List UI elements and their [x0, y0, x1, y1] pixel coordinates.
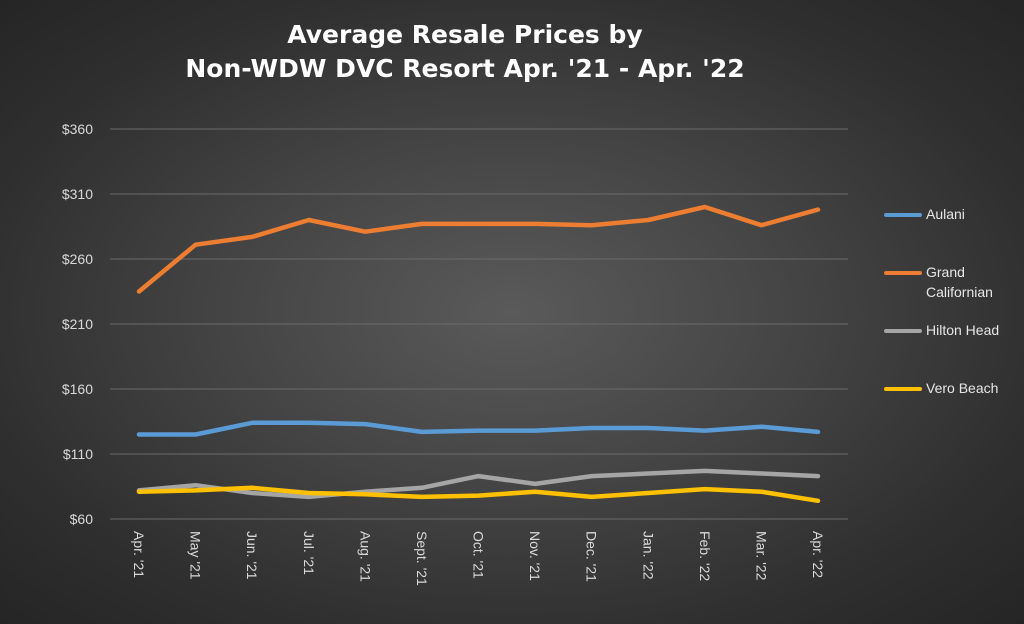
y-tick-label: $260 [62, 251, 93, 267]
legend-label: Aulani [926, 206, 965, 222]
x-tick-label: May '21 [188, 531, 204, 580]
x-tick-label: Jun. '21 [244, 531, 260, 580]
x-tick-label: Jan. '22 [640, 531, 656, 580]
legend-swatch [884, 213, 922, 217]
series-line-vero-beach [136, 485, 821, 504]
legend-label: Grand Californian [926, 264, 993, 300]
series-line-hilton-head [136, 468, 821, 500]
y-tick-label: $210 [62, 316, 93, 332]
chart-title-line-2: Non-WDW DVC Resort Apr. '21 - Apr. '22 [185, 54, 745, 83]
legend-swatch [884, 271, 922, 275]
y-tick-label: $360 [62, 121, 93, 137]
y-tick-label: $110 [63, 446, 93, 462]
x-tick-label: Aug. '21 [357, 531, 373, 582]
x-tick-label: Mar. '22 [753, 531, 769, 581]
chart-title-line-1: Average Resale Prices by [287, 20, 643, 49]
grid-lines [110, 128, 848, 520]
y-tick-label: $160 [62, 381, 93, 397]
chart-title: Average Resale Prices by Non-WDW DVC Res… [0, 18, 930, 86]
x-tick-label: Apr. '22 [810, 531, 826, 578]
x-tick-label: Oct. '21 [471, 531, 487, 579]
legend: Aulani Grand Californian Hilton Head Vero B… [880, 0, 1020, 624]
legend-swatch [884, 329, 922, 333]
x-tick-label: Feb. '22 [697, 531, 713, 581]
y-axis-ticks: $60 $110 $160 $210 $260 $310 $360 [62, 121, 93, 527]
legend-swatch [884, 387, 922, 391]
y-tick-label: $310 [62, 186, 93, 202]
series-lines [136, 204, 821, 504]
x-tick-label: Apr. '21 [131, 531, 147, 578]
series-line-aulani [136, 420, 821, 437]
series-line-grand-californian [136, 204, 821, 294]
x-tick-label: Dec. '21 [584, 531, 600, 582]
x-tick-label: Jul. '21 [301, 531, 317, 575]
x-tick-label: Sept. '21 [414, 531, 430, 586]
x-axis-ticks: Apr. '21 May '21 Jun. '21 Jul. '21 Aug. '21 S… [131, 531, 826, 586]
y-tick-label: $60 [70, 511, 94, 527]
legend-label: Vero Beach [926, 380, 999, 396]
x-tick-label: Nov. '21 [527, 531, 543, 581]
legend-label: Hilton Head [926, 322, 1000, 338]
